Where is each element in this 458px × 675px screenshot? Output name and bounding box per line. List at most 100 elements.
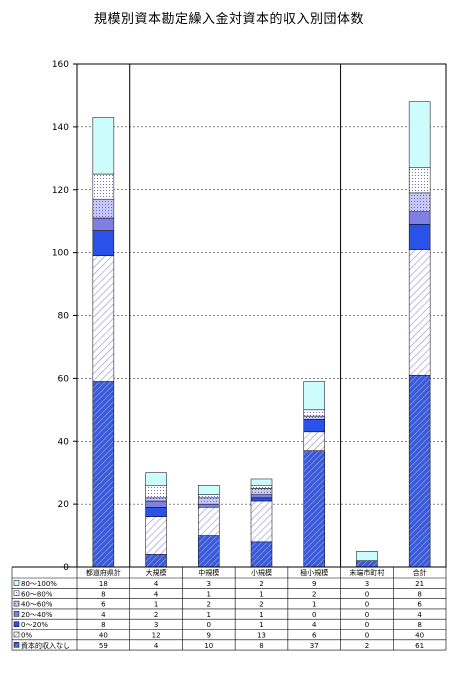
table-cell: 3 xyxy=(365,580,369,588)
table-cell: 37 xyxy=(310,642,319,650)
table-cell: 0 xyxy=(365,611,369,619)
legend-swatch xyxy=(13,580,20,586)
y-tick-label: 60 xyxy=(58,374,70,384)
category-label: 極小規模 xyxy=(300,568,328,577)
table-cell: 6 xyxy=(101,601,106,609)
gridlines xyxy=(76,63,447,568)
table-cell: 0 xyxy=(365,632,369,640)
bar-segment xyxy=(303,409,325,417)
bar-segment xyxy=(92,117,115,175)
bar-segment xyxy=(145,507,167,517)
bar-segment xyxy=(145,472,167,486)
y-tick-label: 80 xyxy=(58,312,70,322)
bar-segment xyxy=(408,374,431,568)
legend-label: 60〜80% xyxy=(21,590,53,598)
table-cell: 8 xyxy=(417,590,421,598)
table-cell: 4 xyxy=(154,590,159,598)
table-cell: 8 xyxy=(259,642,263,650)
table-cell: 4 xyxy=(154,580,159,588)
category-label: 合計 xyxy=(413,568,427,577)
bar-segment xyxy=(408,249,431,376)
bar-segment xyxy=(250,478,273,486)
bar-segment xyxy=(303,450,325,568)
category-label: 小規模 xyxy=(251,568,272,577)
bar-segment xyxy=(250,497,273,502)
bar-segment xyxy=(198,503,220,508)
bar-segment xyxy=(408,192,431,213)
table-cell: 13 xyxy=(257,632,266,640)
table-cell: 21 xyxy=(415,580,424,588)
table-cell: 1 xyxy=(207,611,211,619)
category-label: 中規模 xyxy=(198,568,219,577)
legend-label: 資本的収入なし xyxy=(21,641,70,650)
bar-segment xyxy=(145,485,167,499)
table-cell: 61 xyxy=(415,642,424,650)
bar-segment xyxy=(145,554,167,568)
table-cell: 6 xyxy=(417,601,422,609)
y-tick-label: 20 xyxy=(58,500,70,510)
bar-segment xyxy=(250,500,273,543)
y-tick-label: 40 xyxy=(58,437,70,447)
bar-segment xyxy=(198,535,220,568)
table-cell: 9 xyxy=(312,580,316,588)
legend-swatch xyxy=(13,611,20,617)
bar-segment xyxy=(408,224,431,250)
table-cell: 2 xyxy=(207,601,211,609)
table-cell: 0 xyxy=(365,621,369,629)
legend-label: 0〜20% xyxy=(21,621,48,629)
table-cell: 59 xyxy=(99,642,108,650)
table-cell: 12 xyxy=(152,632,161,640)
table-cell: 0 xyxy=(312,611,316,619)
bar-segment xyxy=(408,167,431,194)
bar-segment xyxy=(145,497,167,502)
bar-segment xyxy=(145,500,167,508)
bar-segment xyxy=(356,551,378,561)
bar-segment xyxy=(356,560,378,568)
y-tick-label: 100 xyxy=(52,249,69,259)
bar-segment xyxy=(92,381,115,568)
bar-segment xyxy=(198,507,220,536)
table-cell: 18 xyxy=(99,580,108,588)
legend-swatch xyxy=(13,600,20,607)
category-label: 都道府県計 xyxy=(86,568,121,577)
legend-swatch xyxy=(13,642,20,648)
y-axis: 0 20 40 60 80 100 120 140 160 xyxy=(52,60,77,573)
category-label: 末端市町村 xyxy=(349,568,384,577)
y-tick-label: 140 xyxy=(52,123,69,133)
table-cell: 2 xyxy=(312,590,316,598)
y-tick-label: 120 xyxy=(52,186,69,196)
y-tick-label: 160 xyxy=(52,60,69,70)
bar-segment xyxy=(303,415,325,420)
table-cell: 0 xyxy=(207,621,211,629)
table-cell: 2 xyxy=(259,580,263,588)
bar-segment xyxy=(198,494,220,499)
table-cell: 40 xyxy=(99,632,108,640)
table-cell: 4 xyxy=(154,642,159,650)
bar-segment xyxy=(92,217,115,231)
bar-segment xyxy=(92,198,115,219)
y-tick-label: 0 xyxy=(63,563,69,573)
table-cell: 1 xyxy=(154,601,158,609)
table-cell: 1 xyxy=(312,601,316,609)
legend-swatch xyxy=(13,621,20,627)
legend-label: 40〜60% xyxy=(21,601,53,609)
bar-segment xyxy=(92,173,115,200)
bar-segment xyxy=(250,485,273,489)
chart-title: 規模別資本勘定繰入金対資本的収入別団体数 xyxy=(93,12,364,27)
legend-label: 80〜100% xyxy=(21,580,57,588)
table-cell: 10 xyxy=(204,642,213,650)
bar-segment xyxy=(92,230,115,257)
table-cell: 3 xyxy=(154,621,158,629)
bar-segment xyxy=(250,541,273,568)
legend-swatch xyxy=(13,631,20,638)
legend-label: 20〜40% xyxy=(21,611,53,619)
category-label: 大規模 xyxy=(146,568,167,577)
table-cell: 8 xyxy=(417,621,421,629)
legend-swatch xyxy=(13,590,20,597)
table-cell: 4 xyxy=(312,621,317,629)
table-cell: 2 xyxy=(365,642,369,650)
table-cell: 1 xyxy=(259,590,263,598)
bar-segment xyxy=(145,516,167,555)
